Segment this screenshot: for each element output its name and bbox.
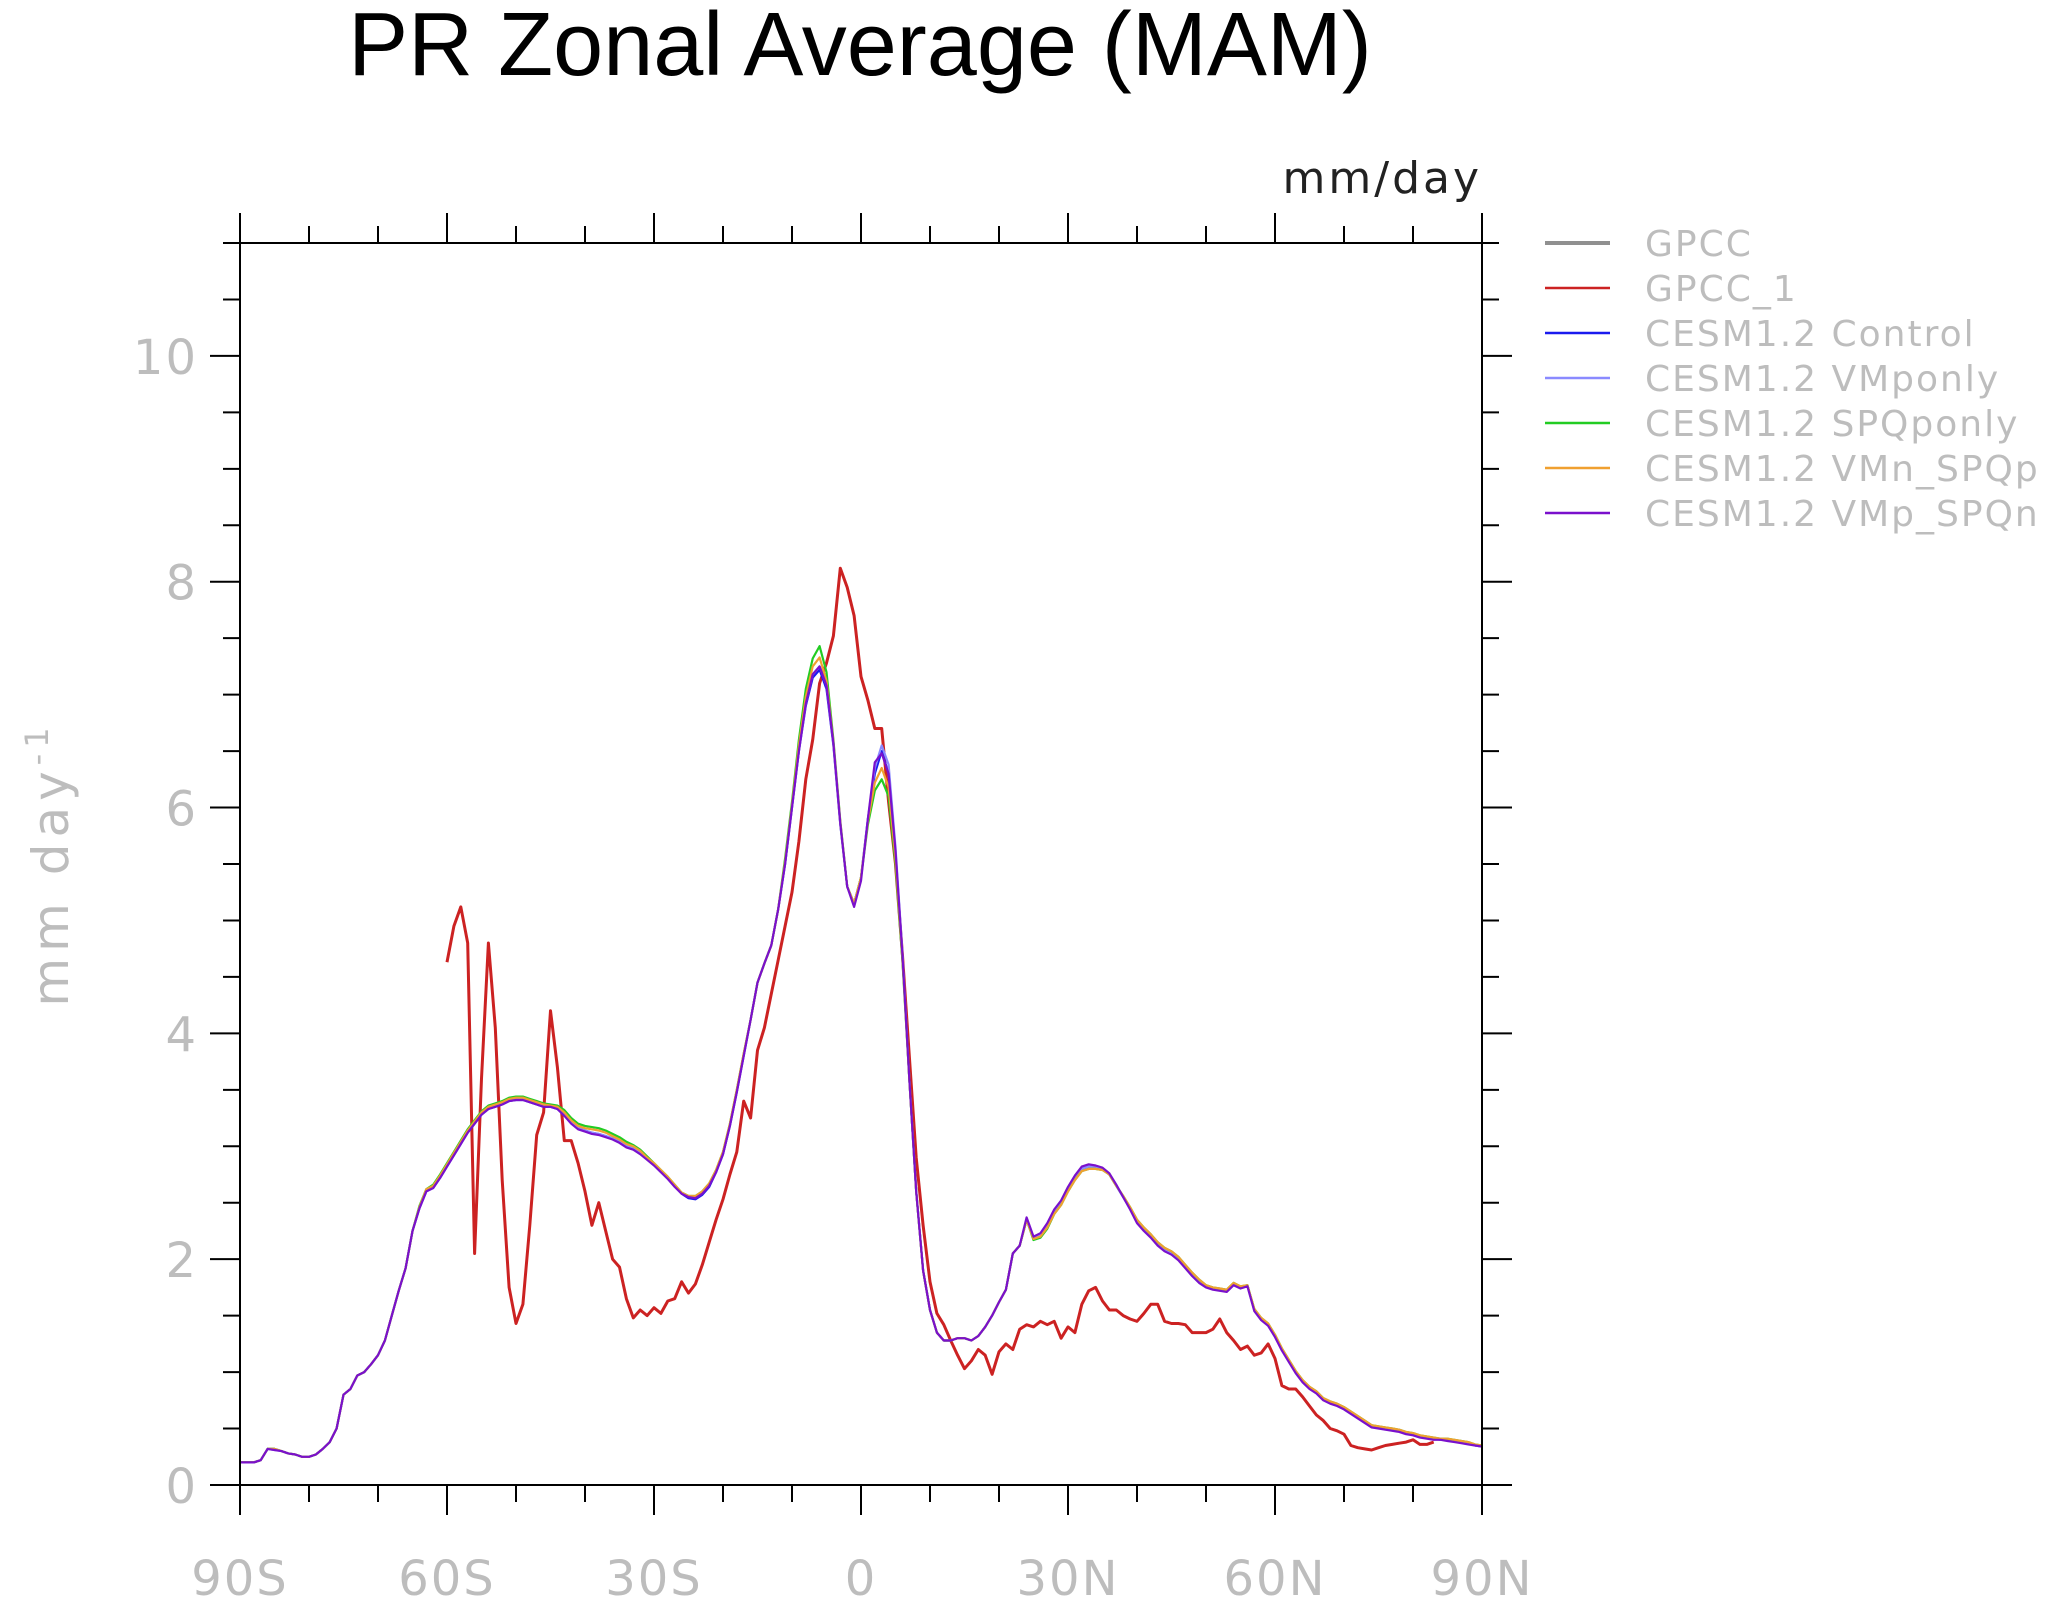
y-tick-label: 4 [165,1007,198,1063]
y-tick-label: 2 [165,1233,198,1289]
legend-label-cesm1-2-control: CESM1.2 Control [1645,314,1976,355]
y-axis-label-text: mm day [22,765,80,1006]
x-tick-label: 0 [845,1551,878,1601]
series-line-cesm1-2-vmp-spqn [240,665,1483,1464]
chart-title: PR Zonal Average (MAM) [348,0,1372,95]
series-line-cesm1-2-spqponly [240,645,1483,1464]
legend-label-cesm1-2-vmn-spqp: CESM1.2 VMn_SPQp [1645,449,2040,490]
x-tick-label: 30N [1017,1551,1120,1601]
series-line-cesm1-2-control [240,668,1483,1464]
x-tick-label: 60S [398,1551,496,1601]
axes [210,213,1512,1515]
x-tick-label: 30S [605,1551,703,1601]
y-tick-label: 0 [165,1459,198,1515]
series-line-cesm1-2-vmponly [240,665,1483,1464]
plot-frame [239,242,1483,1486]
legend-label-gpcc-1: GPCC_1 [1645,269,1798,310]
chart-units: mm/day [1283,153,1482,204]
legend-label-gpcc: GPCC [1645,224,1753,265]
y-tick-label: 8 [165,556,198,612]
series-line-cesm1-2-vmn-spqp [240,656,1483,1464]
y-axis-label-exponent: -1 [18,721,56,765]
legend-label-cesm1-2-spqponly: CESM1.2 SPQponly [1645,404,2019,445]
y-axis-label: mm day-1 [18,721,80,1006]
y-tick-label: 6 [165,782,198,838]
tick-labels: 90S 60S 30S 0 30N 60N 90N 0 2 4 6 8 10 [133,330,1534,1601]
legend-label-cesm1-2-vmponly: CESM1.2 VMponly [1645,359,2000,400]
x-tick-label: 90S [191,1551,289,1601]
x-tick-label: 90N [1431,1551,1534,1601]
x-tick-label: 60N [1224,1551,1327,1601]
legend-label-cesm1-2-vmp-spqn: CESM1.2 VMp_SPQn [1645,494,2040,535]
series-line-gpcc-1 [445,566,1435,1452]
y-tick-label: 10 [133,330,198,386]
data-series [240,566,1483,1464]
